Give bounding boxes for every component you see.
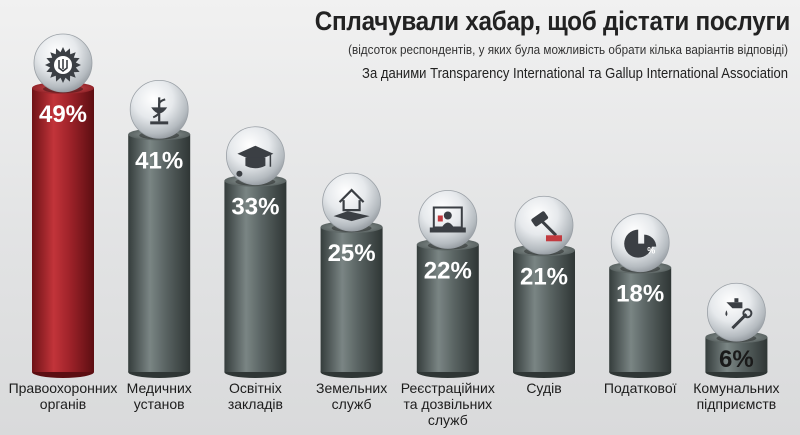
category-label: органів: [40, 396, 86, 412]
chart-title: Сплачували хабар, щоб дістати послуги: [314, 6, 791, 36]
percent-pie-icon: %: [624, 229, 657, 258]
category-label: Реєстраційних: [401, 380, 495, 396]
value-label: 41%: [135, 147, 183, 174]
value-label: 18%: [616, 281, 664, 308]
category-label: Медичних: [127, 380, 192, 396]
value-label: 21%: [520, 263, 568, 290]
bar: [513, 250, 575, 372]
sphere: [322, 172, 382, 232]
police-emblem-icon: [45, 47, 81, 83]
sphere: [610, 213, 670, 273]
category-label: Судів: [526, 380, 561, 396]
category-label: підприємств: [697, 396, 777, 412]
category-label: служб: [428, 412, 468, 428]
category-label: закладів: [228, 396, 283, 412]
bar: [320, 227, 383, 372]
medical-caduceus-icon: [150, 97, 169, 125]
category-label: служб: [332, 396, 372, 412]
category-label: та дозвільних: [403, 396, 492, 412]
category-label: Комунальних: [693, 380, 779, 396]
category-label: Правоохоронних: [9, 380, 118, 396]
category-label: Податкової: [604, 380, 677, 396]
category-label: Земельних: [316, 380, 387, 396]
bar: [32, 88, 94, 372]
value-label: 6%: [719, 346, 754, 373]
bar: [609, 267, 672, 372]
bar-group-6: % 18% Податкової: [604, 213, 677, 396]
category-label: установ: [134, 396, 185, 412]
bar: [224, 180, 287, 372]
house-land-icon: [333, 188, 370, 222]
bar: [416, 244, 479, 372]
bar-group-5: 21% Судів: [513, 195, 575, 396]
graduation-cap-icon: [236, 145, 274, 177]
svg-text:%: %: [647, 246, 655, 256]
value-label: 25%: [328, 240, 376, 267]
value-label: 49%: [39, 101, 87, 128]
sphere: [707, 282, 766, 342]
value-label: 33%: [231, 194, 279, 221]
judge-gavel-icon: [531, 211, 562, 242]
registration-clerk-icon: [429, 206, 466, 233]
faucet-wrench-icon: [725, 298, 753, 330]
chart-source: За даними Transparency International та …: [362, 66, 788, 82]
chart-subtitle: (відсоток респондентів, у яких була можл…: [348, 42, 788, 57]
bar: [128, 134, 191, 372]
value-label: 22%: [424, 257, 472, 284]
category-label: Освітніх: [229, 380, 282, 396]
